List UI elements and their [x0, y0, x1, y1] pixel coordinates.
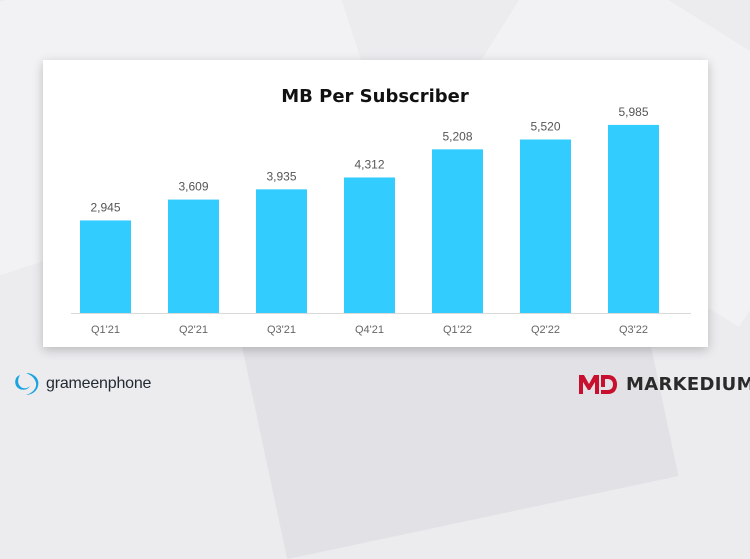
- value-label: 4,312: [354, 157, 384, 171]
- value-label: 3,609: [178, 180, 208, 194]
- category-label: Q4'21: [355, 324, 384, 336]
- category-label: Q1'22: [443, 324, 472, 336]
- bar-Q3'22: [608, 124, 659, 314]
- value-label: 5,985: [618, 105, 648, 119]
- markedium-logo-text: MARKEDIUM: [626, 373, 750, 395]
- bar-Q2'22: [520, 139, 571, 313]
- category-label: Q3'21: [267, 324, 296, 336]
- chart-title: MB Per Subscriber: [281, 86, 469, 107]
- md-icon: [579, 375, 617, 394]
- value-label: 5,520: [530, 120, 560, 134]
- value-label: 3,935: [266, 169, 296, 183]
- markedium-logo: MARKEDIUM: [578, 373, 750, 395]
- category-label: Q3'22: [619, 324, 648, 336]
- chart-card: MB Per Subscriber 2,945 Q1'21 3,609 Q2'21 3,…: [43, 60, 708, 347]
- grameenphone-logo-text: grameenphone: [46, 375, 152, 392]
- category-label: Q2'21: [179, 324, 208, 336]
- value-label: 5,208: [442, 129, 472, 143]
- bar-Q4'21: [344, 177, 395, 313]
- bar-Q1'21: [80, 220, 131, 313]
- category-label: Q1'21: [91, 324, 120, 336]
- category-label: Q2'22: [531, 324, 560, 336]
- grameenphone-icon: [15, 373, 39, 395]
- value-label: 2,945: [90, 200, 120, 214]
- bar-Q1'22: [432, 149, 483, 313]
- grameenphone-logo: grameenphone: [12, 371, 151, 397]
- bar-Q2'21: [168, 199, 219, 313]
- bar-chart: MB Per Subscriber 2,945 Q1'21 3,609 Q2'21 3,…: [71, 86, 691, 336]
- bar-Q3'21: [256, 189, 307, 313]
